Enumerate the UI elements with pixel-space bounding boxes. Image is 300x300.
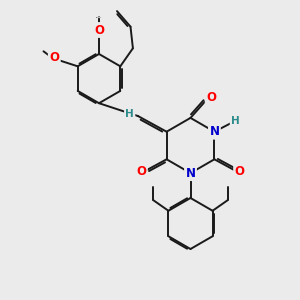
- Text: H: H: [125, 109, 134, 119]
- Text: methoxy: methoxy: [96, 17, 102, 18]
- Text: H: H: [231, 116, 240, 127]
- Text: N: N: [185, 167, 196, 180]
- Text: O: O: [206, 91, 216, 104]
- Text: O: O: [94, 23, 104, 37]
- Text: O: O: [49, 51, 59, 64]
- Text: O: O: [136, 165, 146, 178]
- Text: O: O: [235, 165, 244, 178]
- Text: N: N: [209, 125, 219, 138]
